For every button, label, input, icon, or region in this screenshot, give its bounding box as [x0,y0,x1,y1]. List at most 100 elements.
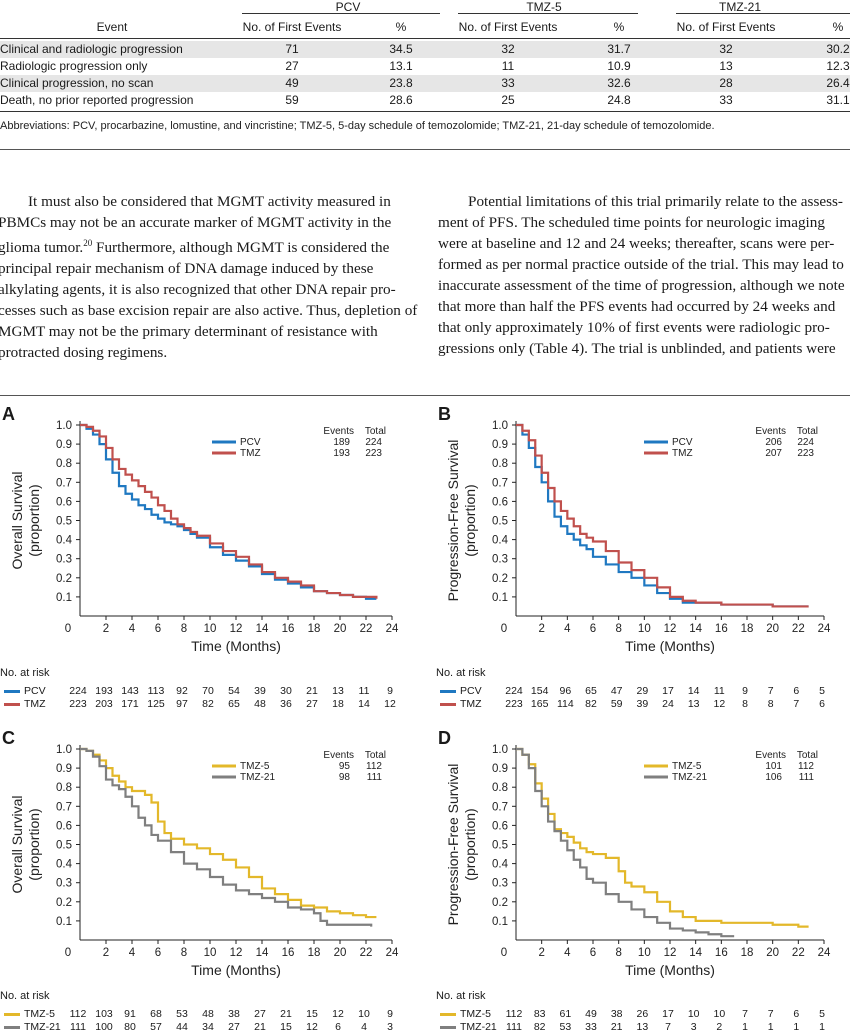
abbreviations-note: Abbreviations: PCV, procarbazine, lomust… [0,120,715,132]
km-panel-b: B 0.1 0.2 0.3 0.4 0.5 0.6 0.7 0.8 0.9 1.0 0 2 4 6 8 10 1… [436,400,850,675]
risk-count: 6 [793,1008,800,1020]
x-tick-label: 2 [538,623,544,635]
legend-header-events: Events [755,426,786,437]
risk-count: 154 [530,685,549,697]
figure-top-rule [0,395,850,396]
risk-count: 165 [530,698,549,710]
risk-count: 57 [150,1021,162,1033]
table-cell: 32 [501,42,515,56]
table-cell: Death, no prior reported progression [0,93,194,107]
table-cell: 27 [285,59,299,73]
panel-label: C [2,728,15,748]
risk-count: 83 [533,1008,546,1020]
table-cell: 28.6 [389,93,413,107]
table-cell: 34.5 [389,42,413,56]
risk-row-label: TMZ-21 [24,1021,61,1033]
km-curve-tmz [80,423,378,599]
body-text-left: It must also be considered that MGMT act… [0,191,417,363]
y-tick-label: 0.5 [492,840,508,852]
x-tick-label: 4 [129,623,136,635]
risk-count: 97 [176,698,188,710]
y-tick-label: 0.9 [56,763,72,775]
col-header: No. of First Events [676,20,776,34]
table-cell: Clinical progression, no scan [0,76,154,90]
risk-count: 26 [636,1008,649,1020]
table-header-row: Event No. of First Events % No. of First… [0,19,850,36]
table-row: Radiologic progression only 27 13.1 11 1… [0,58,850,75]
legend-events: 206 [765,437,782,448]
x-tick-label: 12 [230,947,243,959]
y-tick-label: 0.9 [492,763,508,775]
risk-row-label: TMZ-5 [460,1008,491,1020]
y-tick-label: 0.3 [492,554,508,566]
km-chart-c: 0.10.20.30.40.50.60.70.80.91.00 2 4 6 8 10 12 1… [9,744,399,978]
risk-table-b: No. at risk PCV 224 154 96 65 47 29 17 14 11 9 7 6 5 T… [436,667,850,717]
risk-count: 10 [358,1008,370,1020]
y-tick-label: 1.0 [56,420,72,432]
header-rule [0,38,850,39]
risk-row-label: TMZ-21 [460,1021,497,1033]
risk-count: 111 [70,1021,86,1033]
table-row: Clinical and radiologic progression 71 3… [0,41,850,58]
y-tick-label: 0.7 [56,477,72,489]
risk-count: 27 [228,1021,240,1033]
x-tick-label: 22 [360,623,373,635]
risk-count: 53 [559,1021,572,1033]
text-line: that more than half the PFS events had o… [438,298,836,315]
risk-count: 36 [280,698,292,710]
risk-count: 224 [505,685,523,697]
risk-row-label: PCV [24,685,46,697]
risk-title: No. at risk [436,990,486,1002]
risk-swatch [440,1013,456,1016]
risk-count: 91 [124,1008,136,1020]
risk-count: 12 [306,1021,318,1033]
table-cell: 31.1 [826,93,850,107]
text-line: MGMT may not be the primary determinant … [0,323,378,341]
y-tick-label: 0.6 [56,496,72,508]
x-tick-label: 8 [181,947,187,959]
risk-count: 5 [819,1008,825,1020]
risk-count: 13 [332,685,344,697]
x-tick-label: 16 [715,947,728,959]
legend-total: 223 [797,448,814,459]
x-tick-label: 2 [103,623,109,635]
y-axis-label: Overall Survival [9,471,25,569]
risk-count: 21 [280,1008,292,1020]
x-tick-label: 6 [590,623,596,635]
risk-count: 11 [713,685,725,697]
y-tick-label: 0.6 [56,820,72,832]
text-line: that only approximately 10% of first eve… [438,319,830,336]
table-cell: 26.4 [826,76,850,90]
col-header: No. of First Events [458,20,558,34]
risk-count: 14 [358,698,370,710]
risk-row-label: TMZ [24,698,46,710]
legend-total: 223 [365,448,382,459]
table-row: Death, no prior reported progression 59 … [0,92,850,109]
text-line: gressions only (Table 4). The trial is u… [438,340,836,357]
y-tick-label: 0.3 [56,878,72,890]
risk-row-label: TMZ-5 [24,1008,55,1020]
risk-count: 223 [505,698,523,710]
risk-count: 61 [559,1008,572,1020]
y-axis-label: Progression-Free Survival [445,440,461,602]
km-curve-tmz-21 [516,747,735,938]
x-tick-label: 14 [689,623,702,635]
col-header-event: Event [96,20,128,34]
x-tick-label: 18 [308,623,321,635]
group-rule [242,13,440,14]
risk-count: 80 [124,1021,136,1033]
x-axis-label: Time (Months) [191,638,281,654]
risk-count: 9 [387,685,393,697]
risk-table-d: No. at risk TMZ-5 112 83 61 49 38 26 17 10 10 7 7 6 5… [436,990,850,1035]
x-tick-label: 4 [564,947,571,959]
x-tick-label: 0 [501,623,507,635]
y-tick-label: 0.1 [492,916,508,928]
legend-total: 111 [799,772,815,783]
y-axis-label: Progression-Free Survival [445,764,461,926]
legend-events: 193 [333,448,350,459]
risk-count: 9 [387,1008,393,1020]
risk-swatch [4,1013,20,1016]
risk-count: 17 [662,685,674,697]
table-cell: 23.8 [389,76,413,90]
legend-series-name: PCV [672,437,693,448]
